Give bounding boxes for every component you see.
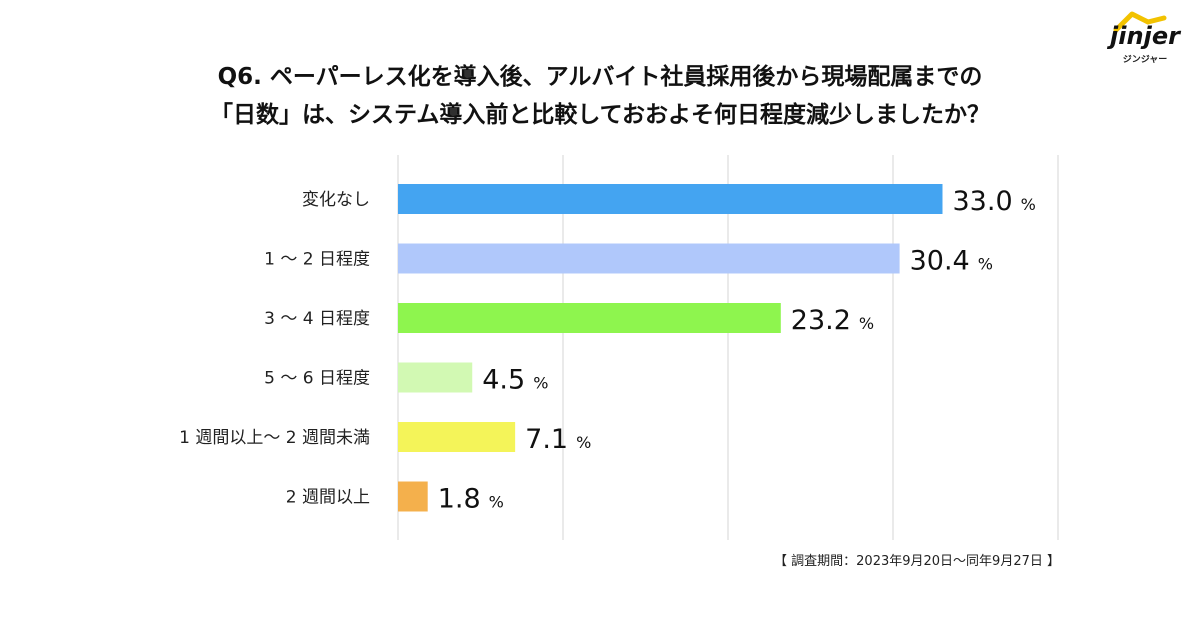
category-label-5: 2 週間以上 [286, 488, 370, 508]
category-label-2: 3 〜 4 日程度 [264, 309, 370, 329]
value-unit-1: % [978, 255, 993, 274]
category-label-1: 1 〜 2 日程度 [264, 250, 370, 270]
value-unit-2: % [859, 314, 874, 333]
value-label-3: 4.5 [482, 365, 525, 396]
value-unit-0: % [1021, 195, 1036, 214]
value-label-0: 33.0 [953, 186, 1013, 217]
category-label-3: 5 〜 6 日程度 [264, 369, 370, 389]
brand-logo: jinjer ジンジャー [1100, 8, 1190, 70]
category-label-0: 変化なし [302, 190, 370, 210]
logo-subtitle: ジンジャー [1122, 55, 1168, 65]
value-label-4: 7.1 [525, 424, 568, 455]
bar-1 [398, 243, 900, 274]
chart-title: Q6. ペーパーレス化を導入後、アルバイト社員採用後から現場配属までの 「日数」… [0, 58, 1200, 134]
value-label-5: 1.8 [438, 484, 481, 515]
value-unit-4: % [576, 433, 591, 452]
logo-wordmark: jinjer [1110, 22, 1180, 50]
survey-period-note: 【 調査期間：2023年9月20日〜同年9月27日 】 [774, 554, 1060, 569]
chart-title-line-2: 「日数」は、システム導入前と比較しておおよそ何日程度減少しましたか？ [210, 102, 990, 128]
bar-4 [398, 422, 516, 452]
value-unit-5: % [489, 493, 504, 512]
bar-3 [398, 362, 473, 393]
bar-5 [398, 481, 428, 512]
value-label-2: 23.2 [791, 305, 851, 336]
bar-0 [398, 184, 943, 214]
bar-2 [398, 303, 781, 333]
logo-roof-icon [1113, 11, 1167, 33]
category-label-4: 1 週間以上〜 2 週間未満 [179, 428, 370, 448]
value-label-1: 30.4 [910, 246, 970, 277]
chart-title-line-1: Q6. ペーパーレス化を導入後、アルバイト社員採用後から現場配属までの [217, 64, 983, 90]
value-unit-3: % [533, 374, 548, 393]
